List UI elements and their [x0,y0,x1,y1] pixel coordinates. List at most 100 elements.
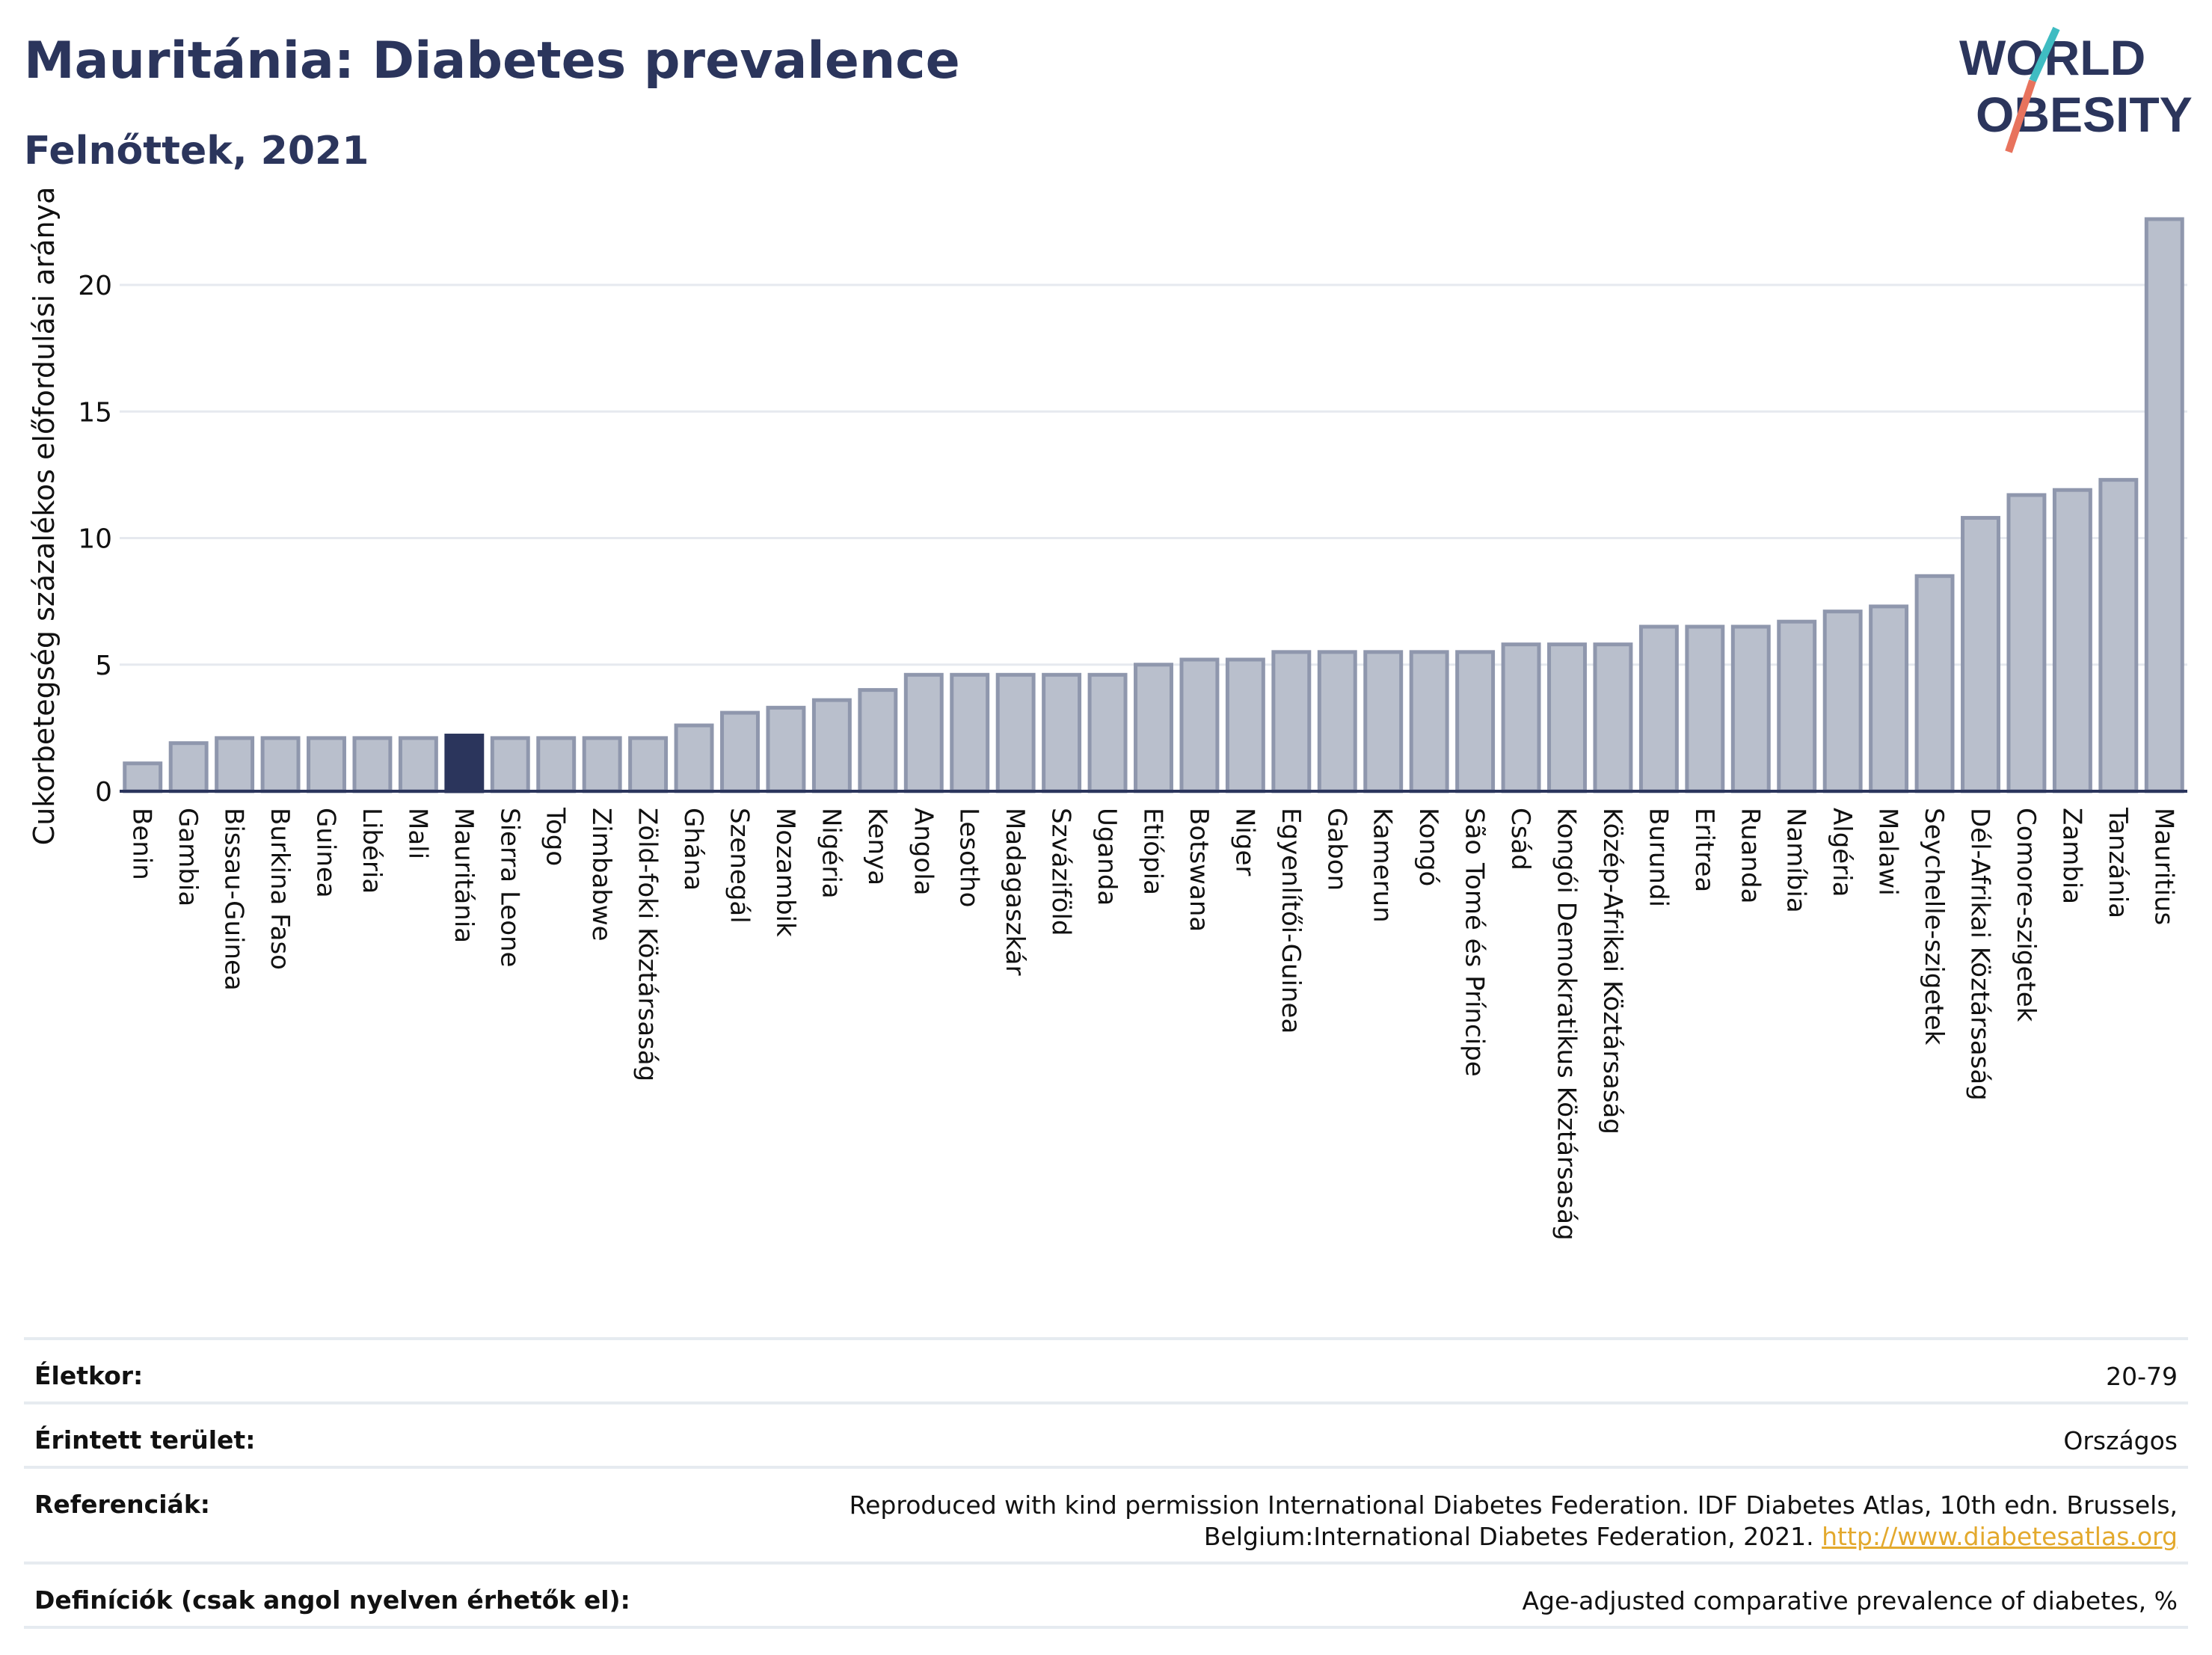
bar-kong-i-demokratikus-k-zt-rsas-g[interactable] [1547,642,1587,793]
info-key: Referenciák: [34,1490,210,1519]
bar-s-o-tom-s-pr-ncipe[interactable] [1455,650,1496,793]
bar-comore-szigetek[interactable] [2006,493,2047,793]
info-key: Érintett terület: [34,1425,256,1455]
reference-link[interactable]: http://www.diabetesatlas.org [1822,1522,2178,1551]
bar-guinea[interactable] [307,736,346,793]
x-tick-label: Zambia [2056,808,2086,904]
x-tick-label: Botswana [1184,808,1214,932]
bar-szv-zif-ld[interactable] [1042,672,1082,793]
x-tick-label: Kamerun [1368,808,1398,923]
x-tick-label: Seychelle-szigetek [1919,808,1949,1045]
x-tick-label: Közép-Afrikai Köztársaság [1597,808,1627,1134]
bar-zambia[interactable] [2052,488,2092,793]
y-tick-label: 15 [78,397,112,428]
bar-alg-ria[interactable] [1822,610,1863,793]
info-row: Referenciák: Reproduced with kind permiss… [24,1466,2188,1562]
x-tick-label: Malawi [1873,808,1903,896]
info-key: Definíciók (csak angol nyelven érhetők e… [34,1585,630,1615]
x-tick-label: Szenegál [725,808,755,924]
x-tick-label: Ruanda [1735,808,1765,903]
bar-mali[interactable] [398,736,438,793]
info-value: Országos [2063,1426,2178,1455]
bar-tanz-nia[interactable] [2098,478,2139,793]
x-tick-label: Szváziföld [1046,808,1076,936]
x-tick-label: Csád [1505,808,1535,871]
bar-uganda[interactable] [1087,672,1128,793]
bar-togo[interactable] [536,736,577,793]
x-tick-label: Ghána [678,808,708,891]
info-value: Reproduced with kind permission Internat… [849,1490,2178,1551]
x-tick-label: Algéria [1827,808,1857,897]
bar-lesotho[interactable] [950,672,990,793]
x-tick-label: Tanzánia [2103,807,2133,918]
x-tick-label: Gabon [1321,808,1351,891]
y-tick-label: 0 [95,777,112,808]
bars [123,217,2184,793]
bar-kong-[interactable] [1409,650,1449,793]
info-table: Életkor: 20-79 Érintett terület: Országos Re… [24,1337,2188,1629]
x-tick-label: Angola [908,808,938,895]
x-tick-label: Namíbia [1781,808,1811,913]
bar-angola[interactable] [903,672,944,793]
x-tick-label: São Tomé és Príncipe [1460,808,1490,1077]
bar-sierra-leone[interactable] [490,736,530,793]
bar-cs-d[interactable] [1501,642,1541,793]
x-tick-label: Comore-szigetek [2011,808,2041,1022]
x-tick-label: Zöld-foki Köztársaság [633,808,663,1081]
bar-bissau-guinea[interactable] [215,736,255,793]
logo-stroke-coral [2005,79,2036,153]
bar-z-ld-foki-k-zt-rsas-g[interactable] [628,736,669,793]
bar-eti-pia[interactable] [1134,663,1173,793]
bar-maurit-nia[interactable] [444,734,485,793]
bar-mozambik[interactable] [766,705,806,793]
x-tick-label: Benin [127,808,157,880]
y-axis-label: Cukorbetegség százalékos előfordulási ar… [28,187,61,846]
bar-gh-na[interactable] [674,723,714,793]
x-tick-labels: Benin Gambia Bissau-Guinea Burkina Faso Guin… [127,807,2179,1241]
bar-madagaszk-r[interactable] [995,672,1036,793]
x-tick-label: Bissau-Guinea [219,808,249,991]
bar-gabon[interactable] [1317,650,1357,793]
bar-kenya[interactable] [858,688,898,793]
x-tick-label: Mali [402,808,432,859]
x-tick-label: Gambia [173,808,203,906]
x-tick-label: Burkina Faso [265,808,295,970]
x-tick-label: Sierra Leone [494,808,524,967]
bar-lib-ria[interactable] [352,736,393,793]
info-value: 20-79 [2106,1362,2178,1391]
bar-malawi[interactable] [1869,604,1909,793]
info-row: Definíciók (csak angol nyelven érhetők e… [24,1562,2188,1629]
x-tick-label: Togo [541,807,571,866]
bar-nig-ria[interactable] [811,698,852,793]
bar-burkina-faso[interactable] [260,736,301,793]
x-tick-label: Etiópia [1138,808,1168,895]
x-tick-label: Nigéria [816,808,846,899]
info-key: Életkor: [34,1361,144,1390]
bar-ruanda[interactable] [1730,624,1771,793]
x-tick-label: Mauritánia [449,808,479,943]
bar-eritrea[interactable] [1685,624,1725,793]
bar-egyenl-t-i-guinea[interactable] [1271,650,1312,793]
bar-botswana[interactable] [1179,657,1220,793]
bar-mauritius[interactable] [2144,217,2184,793]
info-row: Életkor: 20-79 [24,1337,2188,1401]
x-tick-label: Mauritius [2148,808,2178,925]
bar-kamerun[interactable] [1363,650,1404,793]
bar-seychelle-szigetek[interactable] [1914,574,1955,793]
bar-benin[interactable] [123,761,163,793]
bar-niger[interactable] [1225,657,1265,793]
x-tick-label: Zimbabwe [586,808,616,942]
bar-d-l-afrikai-k-zt-rsas-g[interactable] [1961,515,2000,793]
x-tick-label: Kongói Demokratikus Köztársaság [1552,808,1582,1241]
info-value: Age-adjusted comparative prevalence of d… [1522,1586,2178,1615]
y-tick-label: 20 [78,271,112,301]
bar-zimbabwe[interactable] [582,736,622,793]
x-tick-label: Niger [1229,808,1259,876]
bar-k-z-p-afrikai-k-zt-rsas-g[interactable] [1593,642,1633,793]
bar-szeneg-l[interactable] [720,710,760,793]
x-tick-label: Dél-Afrikai Köztársaság [1965,808,1995,1101]
bar-burundi[interactable] [1638,624,1679,793]
bar-nam-bia[interactable] [1777,619,1817,793]
x-tick-label: Lesotho [954,808,984,907]
bar-gambia[interactable] [168,741,209,793]
